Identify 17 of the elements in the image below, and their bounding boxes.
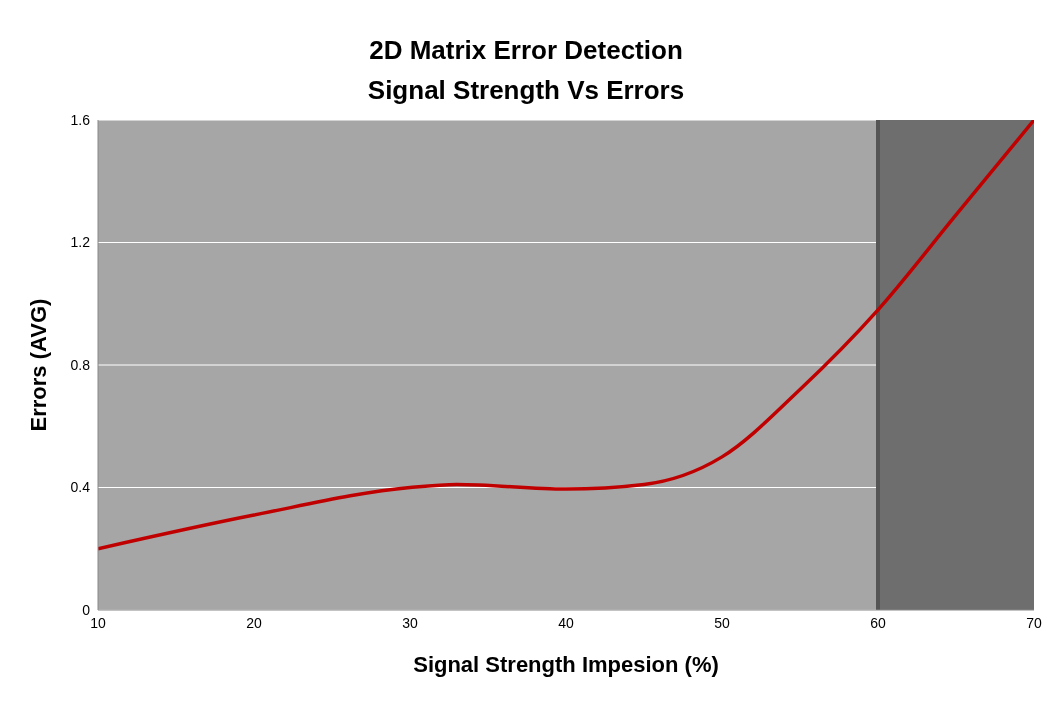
x-tick-label: 30 <box>402 614 418 631</box>
x-tick-label: 20 <box>246 614 262 631</box>
x-tick-label: 10 <box>90 614 106 631</box>
line-series <box>98 120 1034 551</box>
y-tick-label: 0.8 <box>70 356 91 373</box>
y-tick-label: 0.4 <box>70 479 91 496</box>
x-tick-label: 50 <box>714 614 730 631</box>
y-axis-title: Errors (AVG) <box>25 298 51 432</box>
x-tick-label: 70 <box>1026 614 1042 631</box>
x-tick-label: 60 <box>870 614 886 631</box>
y-tick-label: 1.6 <box>70 111 91 128</box>
y-tick-label: 0 <box>82 601 91 618</box>
chart-title: 2D Matrix Error Detection <box>368 34 684 67</box>
x-tick-label: 40 <box>558 614 574 631</box>
chart-subtitle: Signal Strength Vs Errors <box>366 74 686 107</box>
x-axis-title: Signal Strength Impesion (%) <box>413 652 719 677</box>
y-tick-label: 1.2 <box>70 234 91 251</box>
